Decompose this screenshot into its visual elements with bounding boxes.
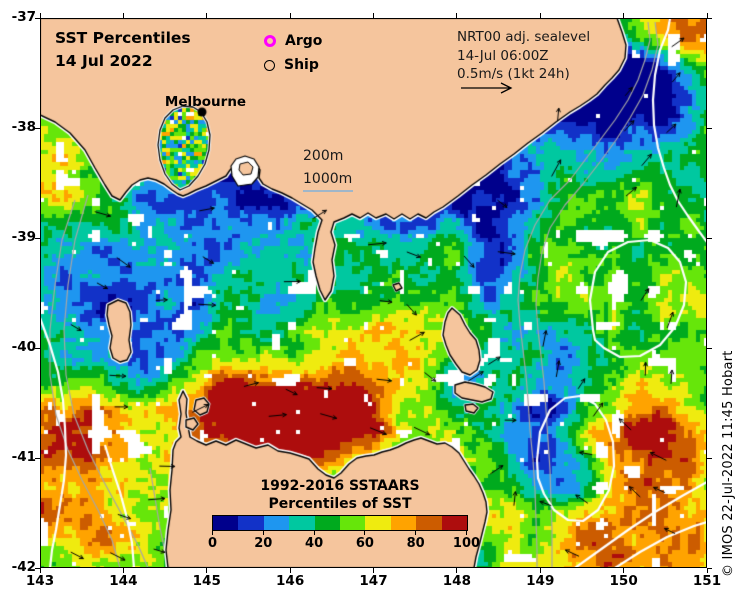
y-axis-tick xyxy=(35,237,40,239)
y-tick-label: -40 xyxy=(11,339,36,355)
colorbar-segment xyxy=(390,516,417,530)
x-axis-tick xyxy=(289,568,291,573)
colorbar-tick xyxy=(415,531,417,535)
sealevel-annotation: NRT00 adj. sealevel 14-Jul 06:00Z 0.5m/s… xyxy=(457,28,590,84)
plot-title-line1: SST Percentiles xyxy=(55,29,191,47)
x-axis-tick xyxy=(456,568,458,573)
y-axis-tick-right xyxy=(707,17,712,19)
colorbar-segment xyxy=(340,516,366,530)
x-tick-label: 144 xyxy=(109,573,138,589)
x-tick-label: 151 xyxy=(692,573,722,589)
argo-label: Argo xyxy=(285,33,323,49)
x-axis-tick-top xyxy=(122,13,124,18)
annotation-line1: NRT00 adj. sealevel xyxy=(457,29,591,45)
legend-row-argo: Argo xyxy=(264,29,322,53)
y-axis-tick xyxy=(35,127,40,129)
ship-marker-icon xyxy=(264,59,275,71)
y-tick-label: -42 xyxy=(11,559,36,575)
x-tick-label: 145 xyxy=(192,573,221,589)
x-axis-tick xyxy=(539,568,541,573)
y-axis-tick-right xyxy=(707,347,712,349)
obs-legend: Argo Ship xyxy=(264,29,322,77)
y-axis-tick xyxy=(35,17,40,19)
plot-title-line2: 14 Jul 2022 xyxy=(55,52,153,70)
x-tick-label: 143 xyxy=(25,573,55,589)
x-tick-label: 150 xyxy=(609,573,638,589)
y-axis-tick xyxy=(35,347,40,349)
legend-row-ship: Ship xyxy=(264,53,322,77)
x-axis-tick xyxy=(706,568,708,573)
colorbar-tick xyxy=(364,531,366,535)
depth-1000m-label: 1000m xyxy=(303,170,353,187)
y-axis-tick xyxy=(35,457,40,459)
colorbar-tick-label: 0 xyxy=(207,536,218,551)
colorbar-tick-label: 40 xyxy=(305,536,324,551)
colorbar-title-line1: 1992-2016 SSTAARS xyxy=(260,478,420,494)
annotation-line3: 0.5m/s (1kt 24h) xyxy=(457,66,570,82)
y-axis-tick-right xyxy=(707,457,712,459)
x-axis-tick-top xyxy=(456,13,458,18)
x-axis-tick xyxy=(122,568,124,573)
x-tick-label: 149 xyxy=(526,573,555,589)
colorbar-segment xyxy=(314,516,341,530)
ship-label: Ship xyxy=(284,57,319,73)
colorbar-tick-label: 100 xyxy=(452,536,481,551)
percentile-colorbar xyxy=(212,515,468,531)
colorbar-segment xyxy=(263,516,290,530)
y-axis-tick-right xyxy=(707,127,712,129)
y-axis-tick-right xyxy=(707,567,712,569)
colorbar-segment xyxy=(213,516,239,530)
x-axis-tick-top xyxy=(539,13,541,18)
colorbar-segment xyxy=(416,516,442,530)
colorbar-tick xyxy=(262,531,264,535)
plot-title: SST Percentiles 14 Jul 2022 xyxy=(55,27,191,73)
sst-map-canvas xyxy=(40,18,707,568)
depth-contour-labels: 200m 1000m xyxy=(303,145,352,190)
x-axis-tick xyxy=(623,568,625,573)
colorbar-segment xyxy=(238,516,264,530)
y-tick-label: -38 xyxy=(11,119,36,135)
colorbar-tick xyxy=(466,531,467,535)
x-axis-tick xyxy=(39,568,41,573)
x-axis-tick-top xyxy=(623,13,625,18)
x-axis-tick-top xyxy=(289,13,291,18)
x-axis-tick-top xyxy=(206,13,208,18)
colorbar-tick-label: 20 xyxy=(254,536,273,551)
x-tick-label: 146 xyxy=(276,573,305,589)
colorbar-tick-label: 80 xyxy=(406,536,425,551)
depth-200m-label: 200m xyxy=(303,148,344,164)
argo-marker-icon xyxy=(264,35,276,47)
x-axis-tick-top xyxy=(373,13,374,18)
colorbar-segment xyxy=(441,516,468,530)
credit-text: © IMOS 22-Jul-2022 11:45 Hobart xyxy=(721,350,736,577)
y-tick-label: -39 xyxy=(11,229,36,245)
colorbar-tick-label: 60 xyxy=(355,536,374,551)
x-tick-label: 147 xyxy=(359,573,388,589)
y-tick-label: -37 xyxy=(11,9,36,25)
y-axis-tick xyxy=(35,567,40,569)
x-axis-tick-top xyxy=(706,13,708,18)
x-tick-label: 148 xyxy=(442,573,471,589)
melbourne-label: Melbourne xyxy=(164,94,247,110)
colorbar-tick xyxy=(313,531,315,535)
colorbar-tick xyxy=(212,531,213,535)
colorbar-title-line2: Percentiles of SST xyxy=(268,496,412,512)
annotation-line2: 14-Jul 06:00Z xyxy=(457,47,549,64)
colorbar-segment xyxy=(365,516,391,530)
y-tick-label: -41 xyxy=(11,449,36,465)
x-axis-tick-top xyxy=(39,13,41,18)
x-axis-tick xyxy=(206,568,208,573)
colorbar-segment xyxy=(289,516,315,530)
x-axis-tick xyxy=(373,568,374,573)
depth-1000m-contour-sample xyxy=(303,190,353,192)
y-axis-tick-right xyxy=(707,237,712,239)
current-scale-arrow-icon xyxy=(461,82,513,94)
